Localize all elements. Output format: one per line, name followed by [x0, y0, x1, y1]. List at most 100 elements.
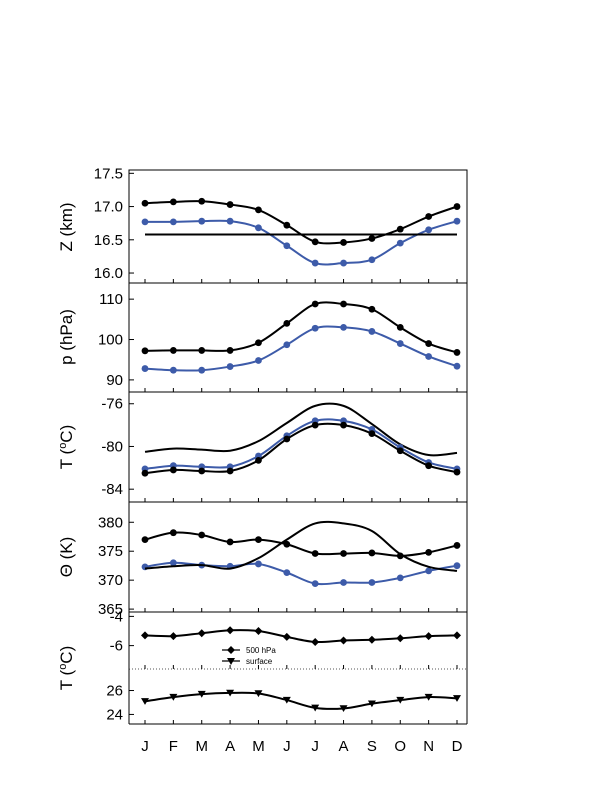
data-point	[283, 319, 291, 327]
x-tick-label: F	[169, 738, 178, 755]
data-point	[453, 362, 461, 370]
y-tick-label: 26	[106, 683, 123, 700]
data-point	[226, 689, 235, 697]
data-point	[424, 632, 433, 641]
x-tick-label: N	[423, 738, 434, 755]
data-point	[283, 341, 291, 349]
y-axis-label: Θ (K)	[57, 537, 76, 578]
y-tick-label: 370	[98, 572, 123, 589]
legend-marker-surface	[227, 658, 235, 665]
data-point	[368, 328, 376, 335]
data-point	[141, 199, 149, 207]
data-point	[425, 213, 433, 220]
y-axis-label: T (oC)	[57, 425, 76, 470]
data-point	[169, 559, 177, 567]
x-tick-label: D	[452, 738, 463, 755]
data-point	[254, 627, 263, 635]
data-point	[367, 635, 376, 644]
data-point	[368, 430, 376, 438]
data-point	[197, 690, 206, 698]
panel-theta: 365 370 375 380 Θ (K)	[57, 501, 468, 618]
data-point	[141, 347, 149, 355]
data-point	[311, 550, 319, 557]
data-point	[425, 567, 433, 575]
data-point	[340, 421, 347, 429]
data-point	[169, 529, 177, 537]
data-point	[254, 690, 263, 698]
data-point	[226, 626, 235, 635]
data-point	[396, 340, 404, 347]
data-point	[255, 456, 262, 464]
y-tick-label: 100	[98, 332, 123, 349]
data-point	[339, 705, 348, 713]
data-point	[198, 217, 206, 225]
data-point	[141, 218, 149, 226]
x-tick-label: J	[311, 738, 319, 755]
data-point	[198, 347, 206, 354]
data-point	[198, 366, 206, 374]
data-point	[311, 324, 319, 332]
y-axis-label-main: Θ (K)	[57, 537, 76, 578]
panel-p: 90 100 110 p (hPa)	[57, 282, 468, 393]
data-point	[424, 693, 433, 701]
data-point	[396, 574, 404, 582]
panel-t: -84 -80 -76 T (oC)	[57, 391, 468, 503]
data-point	[368, 549, 376, 557]
data-point	[368, 235, 376, 242]
data-point	[453, 542, 461, 549]
data-point	[282, 632, 291, 641]
data-point	[340, 579, 347, 586]
data-point	[340, 300, 347, 308]
data-point	[169, 198, 177, 206]
data-point	[311, 704, 320, 712]
x-tick-label: A	[225, 738, 235, 755]
data-point	[340, 239, 347, 246]
data-point	[226, 538, 234, 546]
series-line	[144, 301, 458, 354]
data-point	[169, 347, 177, 354]
data-point	[255, 206, 262, 214]
data-point	[340, 550, 347, 557]
y-tick-label: 380	[98, 514, 123, 531]
data-point	[425, 226, 433, 234]
data-point	[453, 349, 461, 356]
x-tick-label: A	[339, 738, 349, 755]
data-point	[283, 242, 291, 250]
data-point	[169, 218, 177, 226]
panels: 16.0 16.5 17.0 17.5 Z (km) 90 100 110 p (hPa) -84…	[57, 165, 468, 725]
y-tick-label: -84	[101, 481, 123, 498]
series-line	[144, 402, 458, 457]
data-point	[255, 357, 262, 364]
x-tick-label: J	[141, 738, 149, 755]
y-axis-label-tail: C)	[57, 646, 76, 664]
x-tick-label: O	[394, 738, 406, 755]
data-point	[255, 224, 262, 232]
data-point	[141, 365, 149, 372]
data-point	[453, 631, 461, 640]
y-tick-label: -6	[110, 638, 123, 655]
y-tick-label: -4	[110, 608, 123, 625]
y-tick-label: 365	[98, 601, 123, 618]
y-axis-label-main: Z (km)	[57, 202, 76, 251]
y-axis-label: Z (km)	[57, 202, 76, 251]
y-axis-label-superscript: o	[57, 664, 69, 670]
series-line	[144, 418, 458, 470]
data-point	[425, 548, 433, 556]
data-point	[368, 579, 376, 586]
data-point	[226, 347, 234, 354]
data-point	[311, 580, 319, 588]
data-point	[198, 467, 206, 475]
data-point	[453, 217, 461, 225]
data-point	[311, 238, 319, 246]
y-tick-label: 110	[99, 291, 123, 308]
data-point	[198, 197, 206, 205]
data-point	[453, 695, 461, 702]
series-line	[144, 531, 458, 557]
panel-frame	[128, 169, 468, 284]
data-point	[311, 259, 319, 267]
data-point	[255, 536, 262, 544]
panel-frame	[128, 391, 468, 503]
panel-frame	[128, 501, 468, 613]
legend: 500 hPa surface	[222, 646, 276, 666]
